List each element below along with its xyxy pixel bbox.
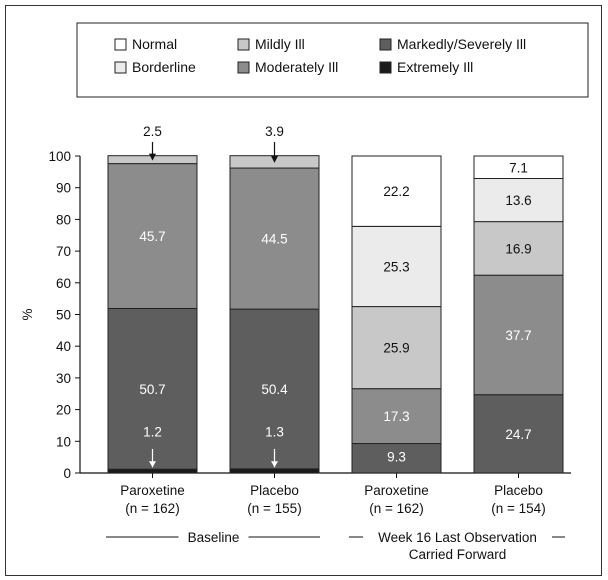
- category-label: Paroxetine (n = 162): [120, 483, 185, 516]
- group-label-baseline: Baseline: [188, 530, 240, 545]
- y-tick-label: 20: [56, 403, 71, 418]
- legend-label-borderline: Borderline: [132, 59, 196, 75]
- figure-frame: Normal Borderline Mildly Ill Moderately Ill…: [5, 5, 602, 576]
- y-tick-label: 10: [56, 434, 71, 449]
- legend-label-markedly-severely-ill: Markedly/Severely Ill: [397, 36, 526, 52]
- data-label-markedly-severely-ill: 24.7: [505, 427, 531, 442]
- bar-segment-moderately-ill: [229, 167, 320, 310]
- data-label-moderately-ill: 17.3: [383, 409, 409, 424]
- legend-swatch-mildly-ill: [237, 38, 250, 51]
- category-label: Paroxetine (n = 162): [364, 483, 429, 516]
- bar-segment-mildly-ill: [351, 306, 442, 390]
- bar-segment-markedly-severely-ill: [107, 307, 198, 470]
- annotation-arrow-head: [271, 461, 278, 468]
- data-label-mildly-ill: 25.9: [383, 341, 409, 356]
- data-label-moderately-ill: 37.7: [505, 328, 531, 343]
- y-tick-label: 100: [48, 149, 71, 164]
- bar-segment-moderately-ill: [107, 163, 198, 309]
- category-label: Placebo (n = 154): [491, 483, 545, 516]
- category-label: Placebo (n = 155): [247, 483, 301, 516]
- data-label-extremely-ill: 1.2: [143, 425, 162, 440]
- legend-swatch-normal: [114, 38, 127, 51]
- annotation-arrow-head: [271, 155, 278, 163]
- legend-swatch-moderately-ill: [237, 61, 250, 74]
- bar-segment-markedly-severely-ill: [351, 443, 442, 474]
- stacked-bar-chart: Normal Borderline Mildly Ill Moderately Ill…: [20, 22, 589, 562]
- bar-segment-moderately-ill: [351, 388, 442, 445]
- data-label-normal: 22.2: [383, 184, 409, 199]
- y-tick-label: 0: [63, 466, 71, 481]
- annotation-arrow-head: [149, 461, 156, 468]
- data-label-extremely-ill: 1.3: [265, 425, 284, 440]
- y-axis-label: %: [20, 308, 35, 320]
- y-tick-label: 90: [56, 181, 71, 196]
- data-label-markedly-severely-ill: 50.4: [261, 382, 288, 397]
- data-label-moderately-ill: 45.7: [139, 229, 165, 244]
- bar-segment-extremely-ill: [229, 468, 320, 474]
- data-label-normal: 7.1: [509, 160, 528, 175]
- legend-swatch-extremely-ill: [379, 61, 392, 74]
- bar-segment-normal: [473, 155, 564, 180]
- data-label-mildly-ill: 2.5: [143, 124, 162, 139]
- group-label-week16: Week 16 Last Observation Carried Forward: [378, 530, 537, 562]
- legend-box: [76, 22, 589, 98]
- legend-label-moderately-ill: Moderately Ill: [255, 59, 338, 75]
- data-label-mildly-ill: 16.9: [505, 241, 531, 256]
- data-label-markedly-severely-ill: 9.3: [387, 449, 406, 464]
- legend-label-normal: Normal: [132, 36, 177, 52]
- data-label-markedly-severely-ill: 50.7: [139, 382, 165, 397]
- bar-segment-normal: [351, 155, 442, 227]
- y-tick-label: 30: [56, 371, 71, 386]
- legend-label-extremely-ill: Extremely Ill: [397, 59, 473, 75]
- legend-swatch-markedly-severely-ill: [379, 38, 392, 51]
- annotation-arrow-head: [149, 153, 156, 161]
- bar-segment-moderately-ill: [473, 274, 564, 396]
- y-tick-label: 70: [56, 244, 71, 259]
- bar-segment-markedly-severely-ill: [473, 394, 564, 474]
- data-label-moderately-ill: 44.5: [261, 232, 287, 247]
- bar-segment-mildly-ill: [473, 221, 564, 276]
- legend-label-mildly-ill: Mildly Ill: [255, 36, 305, 52]
- bar-segment-borderline: [351, 225, 442, 308]
- data-label-borderline: 13.6: [505, 193, 531, 208]
- legend-swatch-borderline: [114, 61, 127, 74]
- y-tick-label: 60: [56, 276, 71, 291]
- y-tick-label: 80: [56, 212, 71, 227]
- data-label-mildly-ill: 3.9: [265, 124, 284, 139]
- data-label-borderline: 25.3: [383, 259, 409, 274]
- bar-segment-borderline: [473, 178, 564, 223]
- y-tick-label: 40: [56, 339, 71, 354]
- bar-segment-extremely-ill: [107, 468, 198, 474]
- bar-segment-markedly-severely-ill: [229, 308, 320, 470]
- y-tick-label: 50: [56, 308, 71, 323]
